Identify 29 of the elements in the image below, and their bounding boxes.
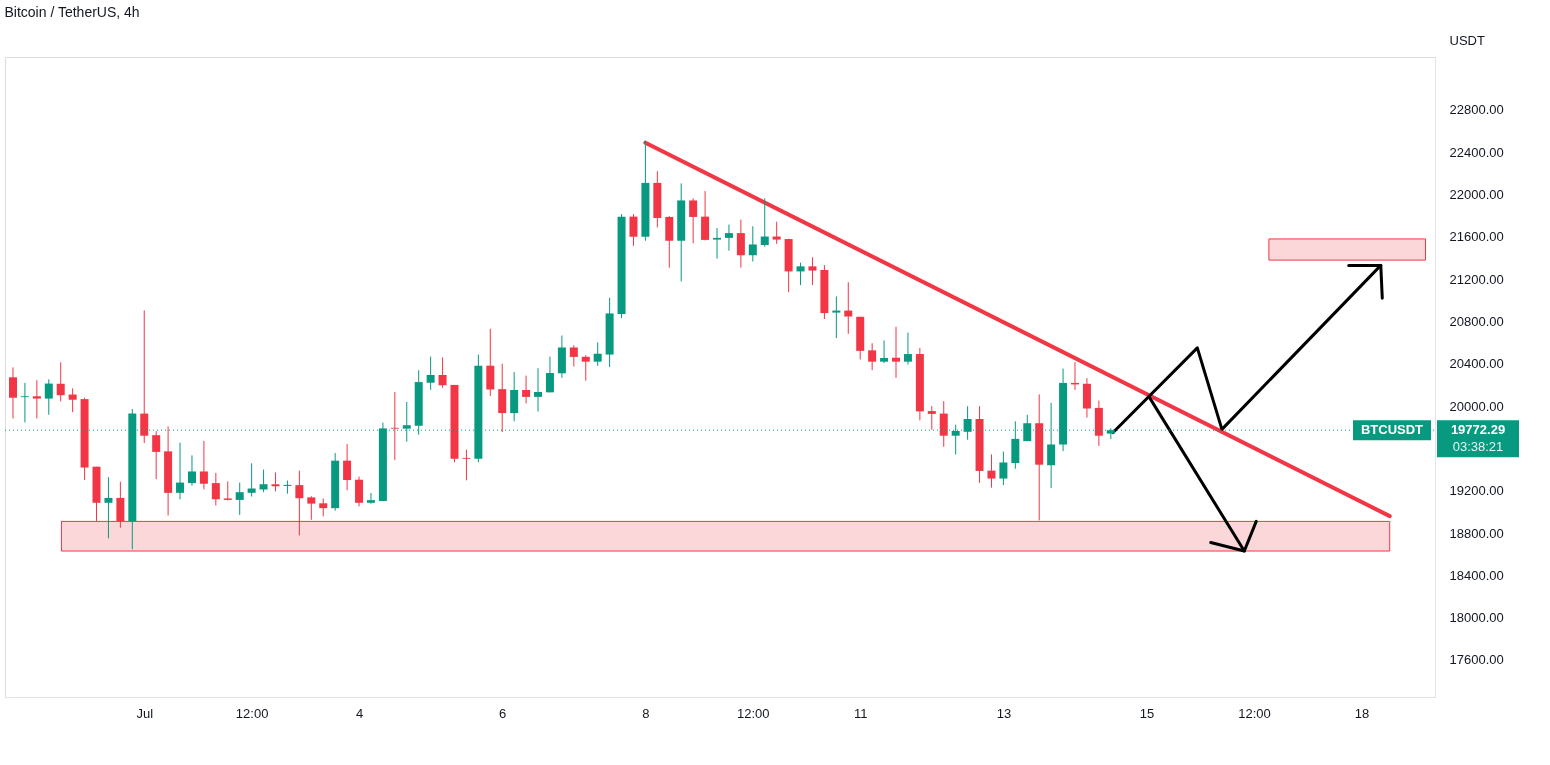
- x-tick-label: Jul: [136, 705, 154, 721]
- x-tick-label: 15: [1139, 705, 1155, 721]
- x-tick-label: 13: [996, 705, 1012, 721]
- y-tick-label: 22000.00: [1449, 187, 1504, 203]
- y-tick-label: 20400.00: [1449, 356, 1504, 372]
- y-tick-label: 20000.00: [1449, 398, 1504, 414]
- text: 19772.29: [1450, 422, 1506, 438]
- y-tick-label: 18000.00: [1449, 610, 1504, 626]
- x-tick-label: 8: [642, 705, 650, 721]
- text: 03:38:21: [1452, 439, 1504, 455]
- ref-line-label: BTCUSDT: [1360, 422, 1424, 438]
- x-tick-label: 12:00: [1238, 705, 1271, 721]
- y-tick-label: 18800.00: [1449, 525, 1504, 541]
- x-tick-label: 11: [853, 705, 868, 721]
- y-tick-label: 18400.00: [1449, 567, 1504, 583]
- x-tick-label: 4: [355, 705, 364, 721]
- chart-title: Bitcoin / TetherUS, 4h: [4, 4, 140, 20]
- y-tick-label: 21600.00: [1449, 229, 1504, 245]
- x-tick-label: 6: [499, 705, 507, 721]
- y-axis-title: USDT: [1449, 32, 1485, 48]
- x-tick-label: 18: [1354, 705, 1370, 721]
- y-tick-label: 19200.00: [1449, 483, 1504, 499]
- y-tick-label: 22800.00: [1449, 102, 1504, 118]
- y-tick-label: 17600.00: [1449, 652, 1504, 668]
- y-tick-label: 21200.00: [1449, 271, 1504, 287]
- y-tick-label: 20800.00: [1449, 313, 1504, 329]
- x-tick-label: 12:00: [235, 705, 269, 721]
- x-tick-label: 12:00: [737, 705, 770, 721]
- y-tick-label: 22400.00: [1449, 144, 1504, 160]
